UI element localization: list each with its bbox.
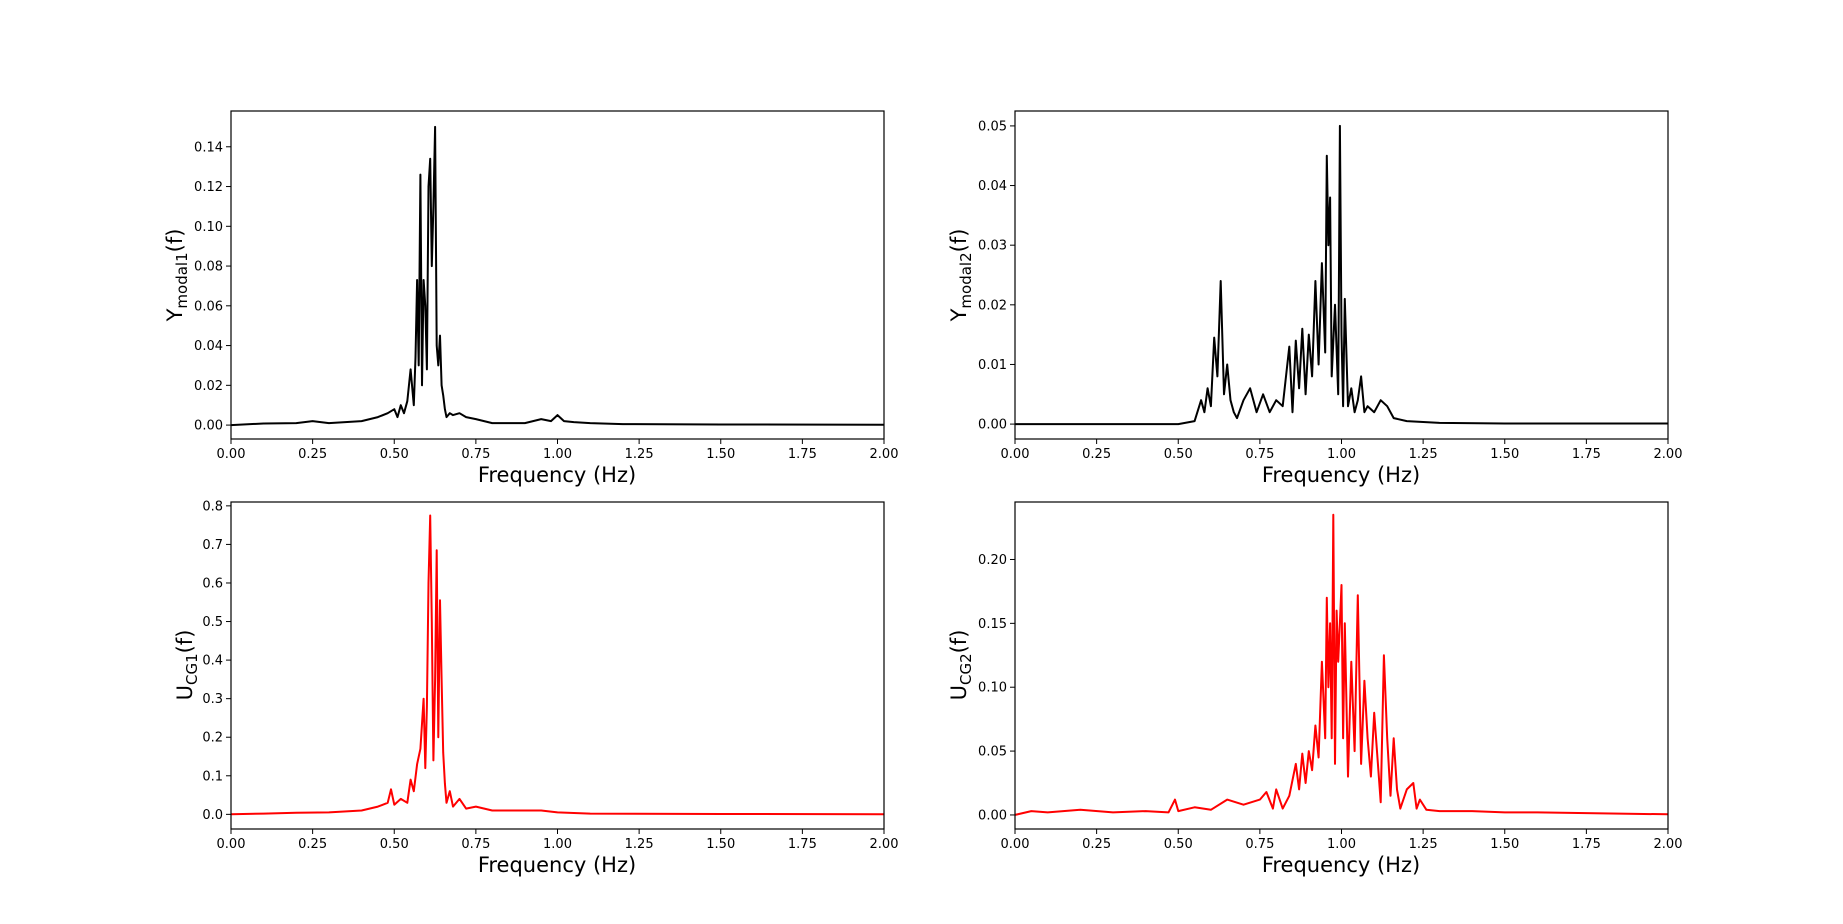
series-line-0	[230, 125, 885, 427]
series-line-0	[230, 514, 885, 816]
y-tick-label: 0.06	[194, 299, 223, 314]
y-tick-label: 0.7	[202, 538, 223, 553]
y-tick-label: 0.08	[194, 260, 223, 275]
y-axis-title-suffix: (f)	[173, 630, 197, 654]
x-tick-label: 2.00	[1654, 447, 1683, 462]
y-axis-title-sub: modal2	[957, 252, 975, 308]
panel-u-cg2: Frequency (Hz) UCG2(f) 0.00 0.25 0.50 0.75 1…	[947, 501, 1683, 877]
x-tick-label: 1.50	[706, 447, 735, 462]
x-tick-label: 0.75	[1245, 837, 1274, 852]
x-tick-label: 2.00	[870, 447, 899, 462]
x-tick-label: 1.75	[788, 447, 817, 462]
x-tick-label: 0.00	[217, 447, 246, 462]
y-tick-label: 0.00	[978, 808, 1007, 823]
x-tick-label: 1.75	[1572, 837, 1601, 852]
y-axis-title: Ymodal2(f)	[947, 229, 975, 323]
x-tick-label: 1.00	[1327, 837, 1356, 852]
y-tick-label: 0.02	[194, 379, 223, 394]
plot-frame	[230, 501, 885, 830]
y-tick-label: 0.6	[202, 576, 223, 591]
x-tick-label: 1.25	[1409, 837, 1438, 852]
y-tick-label: 0.20	[978, 553, 1007, 568]
x-tick-label: 1.75	[1572, 447, 1601, 462]
x-axis-title: Frequency (Hz)	[1262, 853, 1420, 877]
x-tick-label: 0.50	[1164, 447, 1193, 462]
panel-u-cg1: Frequency (Hz) UCG1(f) 0.00 0.25 0.50 0.75 1…	[173, 499, 898, 877]
plot-frame	[1014, 501, 1669, 830]
x-tick-label: 1.50	[706, 837, 735, 852]
x-tick-label: 1.50	[1490, 837, 1519, 852]
y-tick-label: 0.05	[978, 119, 1007, 134]
x-tick-label: 2.00	[870, 837, 899, 852]
x-tick-label: 2.00	[1654, 837, 1683, 852]
x-tick-label: 1.25	[625, 837, 654, 852]
x-tick-label: 0.75	[461, 447, 490, 462]
y-axis-title-main: Y	[947, 308, 971, 322]
panel-y-modal2: Frequency (Hz) Ymodal2(f) 0.00 0.25 0.50 0.…	[947, 110, 1683, 487]
y-tick-label: 0.00	[194, 419, 223, 434]
plot-frame	[1014, 110, 1669, 440]
x-tick-label: 0.25	[298, 837, 327, 852]
y-tick-label: 0.8	[202, 499, 223, 514]
y-axis-title-main: Y	[163, 308, 187, 322]
y-tick-label: 0.4	[202, 654, 223, 669]
y-tick-label: 0.3	[202, 692, 223, 707]
x-tick-label: 0.75	[461, 837, 490, 852]
y-axis-title-main: U	[947, 685, 971, 700]
y-tick-label: 0.00	[978, 418, 1007, 433]
y-tick-label: 0.01	[978, 358, 1007, 373]
y-axis-title: Ymodal1(f)	[163, 229, 191, 323]
x-axis-title: Frequency (Hz)	[478, 853, 636, 877]
x-axis-title: Frequency (Hz)	[1262, 463, 1420, 487]
y-tick-label: 0.1	[202, 769, 223, 784]
y-axis-title-sub: CG1	[183, 653, 201, 685]
x-tick-label: 1.00	[543, 837, 572, 852]
y-tick-label: 0.10	[978, 681, 1007, 696]
x-tick-label: 0.00	[1001, 837, 1030, 852]
y-axis-title-suffix: (f)	[947, 229, 971, 253]
y-tick-label: 0.02	[978, 298, 1007, 313]
y-tick-label: 0.04	[194, 339, 223, 354]
series-line-0	[1015, 124, 1668, 426]
x-tick-label: 1.50	[1490, 447, 1519, 462]
y-tick-label: 0.05	[978, 745, 1007, 760]
y-axis-title: UCG2(f)	[947, 630, 975, 701]
x-tick-label: 1.00	[543, 447, 572, 462]
x-tick-label: 1.75	[788, 837, 817, 852]
x-tick-label: 0.25	[298, 447, 327, 462]
x-tick-label: 0.00	[217, 837, 246, 852]
y-axis-title-sub: CG2	[957, 653, 975, 685]
x-tick-label: 0.00	[1001, 447, 1030, 462]
plot-frame	[230, 110, 885, 440]
x-tick-label: 1.00	[1327, 447, 1356, 462]
y-tick-label: 0.15	[978, 617, 1007, 632]
y-axis-title-suffix: (f)	[947, 630, 971, 654]
x-tick-label: 0.75	[1245, 447, 1274, 462]
x-tick-label: 0.50	[380, 837, 409, 852]
y-axis-title-main: U	[173, 685, 197, 700]
y-tick-label: 0.0	[202, 808, 223, 823]
y-tick-label: 0.03	[978, 239, 1007, 254]
panel-y-modal1: Frequency (Hz) Ymodal1(f) 0.00 0.25 0.50 0.…	[163, 110, 899, 487]
x-tick-label: 0.25	[1082, 837, 1111, 852]
x-tick-label: 1.25	[625, 447, 654, 462]
y-tick-label: 0.2	[202, 731, 223, 746]
x-tick-label: 0.50	[1164, 837, 1193, 852]
y-axis-title: UCG1(f)	[173, 630, 201, 701]
y-tick-label: 0.04	[978, 179, 1007, 194]
x-tick-label: 1.25	[1409, 447, 1438, 462]
x-tick-label: 0.25	[1082, 447, 1111, 462]
x-axis-title: Frequency (Hz)	[478, 463, 636, 487]
y-tick-label: 0.14	[194, 140, 223, 155]
series-line-0	[1014, 513, 1669, 816]
y-tick-label: 0.5	[202, 615, 223, 630]
x-tick-label: 0.50	[380, 447, 409, 462]
y-tick-label: 0.12	[194, 180, 223, 195]
y-axis-title-suffix: (f)	[163, 229, 187, 253]
y-axis-title-sub: modal1	[173, 252, 191, 308]
y-tick-label: 0.10	[194, 220, 223, 235]
